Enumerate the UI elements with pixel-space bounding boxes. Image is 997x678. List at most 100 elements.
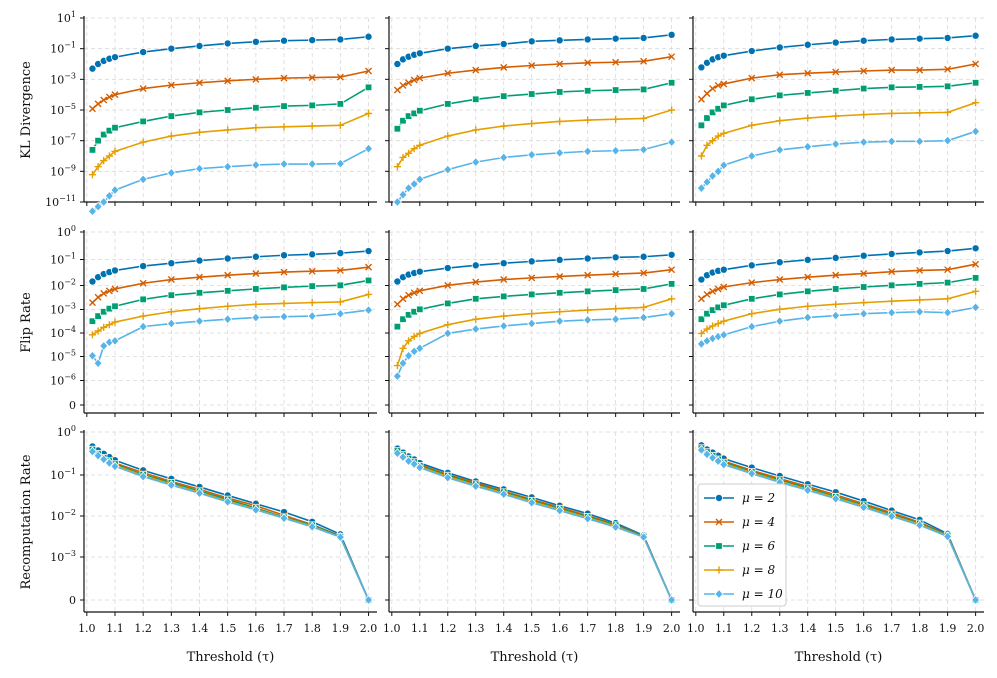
data-point-mu-6: [280, 283, 288, 292]
data-point-mu-8: [668, 295, 676, 303]
data-point-mu-4: [280, 74, 288, 82]
data-point-mu-2: [110, 266, 119, 275]
legend-label: μ = 4: [742, 515, 775, 529]
data-point-mu-10: [409, 459, 419, 470]
data-point-mu-2: [471, 261, 480, 270]
data-point-mu-2: [747, 261, 756, 270]
data-point-mu-8: [416, 141, 424, 149]
data-point-mu-4: [444, 281, 452, 289]
data-point-mu-8: [697, 152, 705, 160]
data-point-mu-10: [831, 139, 841, 150]
data-point-mu-2: [831, 38, 840, 47]
data-point-mu-10: [404, 183, 414, 194]
data-point-mu-6: [748, 95, 756, 103]
y-tick-label: 10−5: [50, 349, 76, 364]
x-tick-label: 1.5: [523, 622, 541, 635]
legend-marker: [714, 589, 724, 599]
data-point-mu-6: [804, 89, 812, 97]
data-point-mu-2: [611, 253, 620, 262]
data-point-mu-2: [393, 277, 402, 286]
data-point-mu-8: [88, 331, 97, 339]
data-point-mu-10: [110, 335, 120, 346]
data-point-mu-6: [100, 130, 108, 139]
data-point-mu-6: [88, 146, 97, 154]
axes-r2-c2: 1.0 1.1 1.2 1.3 1.4 1.5 1.6 1.7 1.8 1.9 2.0 Thresho…: [687, 430, 984, 665]
data-point-mu-6: [111, 124, 119, 132]
data-point-mu-10: [398, 189, 408, 200]
data-point-mu-10: [138, 471, 148, 482]
data-point-mu-10: [555, 147, 565, 158]
data-point-mu-6: [308, 101, 316, 110]
data-point-mu-10: [138, 321, 148, 332]
legend-marker: [715, 566, 723, 574]
data-point-mu-2: [139, 262, 148, 271]
data-point-mu-8: [416, 329, 424, 337]
legend-marker: [715, 542, 723, 550]
axes-r0-c1: [385, 16, 680, 206]
data-point-mu-8: [308, 122, 316, 130]
data-point-mu-8: [404, 337, 413, 345]
data-point-mu-10: [555, 505, 565, 516]
y-tick-label: 10−3: [50, 302, 76, 317]
data-point-mu-10: [364, 595, 374, 605]
data-point-mu-10: [943, 135, 953, 146]
data-point-mu-8: [224, 302, 232, 310]
data-point-mu-4: [668, 266, 676, 274]
data-point-mu-10: [527, 497, 537, 508]
x-tick-label: 1.2: [439, 622, 457, 635]
data-point-mu-4: [944, 65, 952, 73]
data-point-mu-8: [714, 319, 722, 328]
data-point-mu-10: [499, 152, 509, 163]
data-point-mu-10: [335, 532, 345, 543]
data-point-mu-6: [943, 82, 952, 91]
data-point-mu-2: [471, 41, 480, 50]
axes-r2-c1: 1.0 1.1 1.2 1.3 1.4 1.5 1.6 1.7 1.8 1.9 2.0 Thresho…: [383, 430, 680, 665]
data-point-mu-10: [775, 144, 785, 155]
axes-r1-c2: [689, 230, 984, 417]
data-point-mu-10: [443, 164, 453, 175]
data-point-mu-10: [194, 163, 205, 174]
data-point-mu-8: [105, 152, 113, 160]
data-point-mu-6: [776, 290, 784, 299]
data-point-mu-10: [279, 159, 289, 170]
data-point-mu-8: [364, 109, 373, 118]
data-point-mu-10: [667, 137, 677, 148]
data-point-mu-8: [404, 149, 413, 157]
data-point-mu-8: [167, 132, 175, 140]
data-point-mu-4: [139, 85, 147, 93]
series-line-mu-4: [396, 55, 672, 91]
data-point-mu-4: [224, 271, 232, 279]
x-tick-label: 1.8: [303, 622, 321, 635]
data-point-mu-10: [611, 145, 621, 156]
data-point-mu-6: [167, 112, 176, 120]
data-point-mu-4: [500, 63, 508, 71]
data-point-mu-8: [444, 321, 452, 329]
data-point-mu-10: [110, 461, 120, 472]
data-point-mu-8: [944, 108, 952, 116]
data-point-mu-4: [280, 268, 288, 276]
data-point-mu-10: [307, 159, 317, 170]
data-point-mu-4: [720, 80, 728, 88]
data-point-mu-2: [139, 48, 148, 57]
x-tick-label: 1.3: [771, 622, 789, 635]
data-point-mu-6: [500, 92, 508, 100]
x-tick-label: 1.9: [332, 622, 350, 635]
data-point-mu-6: [472, 95, 480, 103]
data-point-mu-4: [612, 58, 620, 66]
data-point-mu-6: [748, 295, 756, 303]
data-point-mu-2: [639, 252, 648, 261]
data-point-mu-6: [139, 295, 147, 304]
x-tick-label: 1.9: [635, 622, 653, 635]
data-point-mu-10: [859, 308, 869, 319]
data-point-mu-2: [859, 251, 868, 260]
data-point-mu-8: [703, 325, 711, 333]
data-point-mu-4: [748, 74, 756, 82]
axes-r1-c1: [385, 230, 680, 417]
data-point-mu-6: [776, 91, 784, 100]
y-tick-label: 10−2: [50, 508, 76, 523]
panel-data-r0-c2: [696, 31, 981, 194]
data-point-mu-6: [252, 285, 260, 293]
data-point-mu-10: [583, 513, 593, 524]
data-point-mu-10: [639, 312, 649, 323]
